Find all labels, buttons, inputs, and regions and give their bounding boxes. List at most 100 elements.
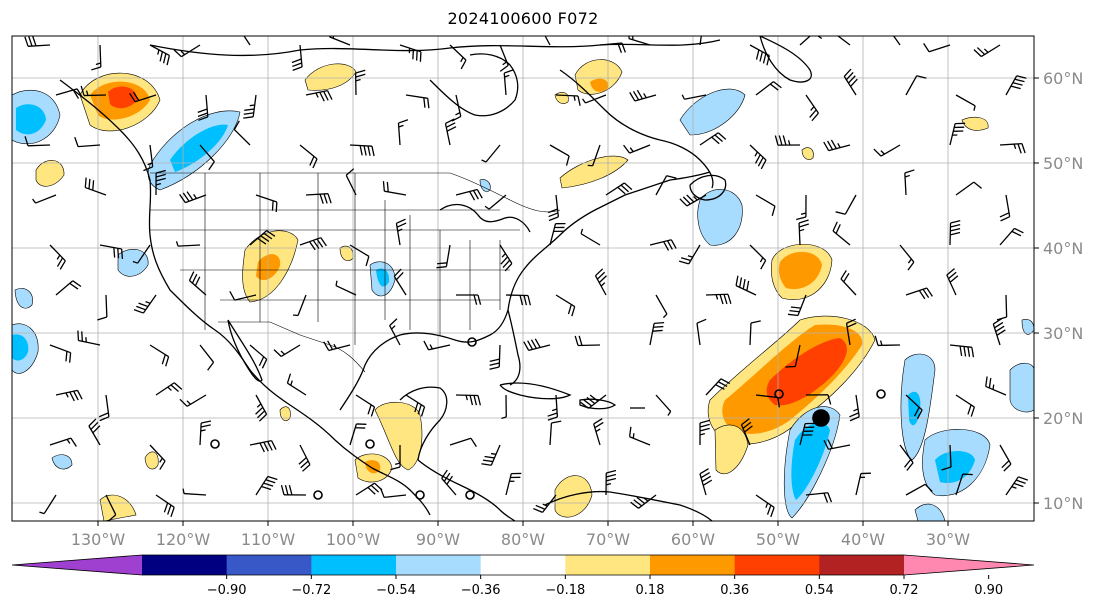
wind-barb	[199, 420, 212, 446]
colorbar-label: 0.36	[720, 583, 749, 598]
wind-barb	[155, 169, 166, 196]
wind-barb	[973, 44, 1001, 58]
colorbar-segment	[311, 555, 397, 575]
colorbar-segment	[226, 555, 312, 575]
wind-barb	[587, 144, 601, 167]
wind-barb	[390, 444, 401, 471]
wind-barb	[143, 144, 154, 172]
wind-barb	[946, 268, 959, 296]
wind-barb	[999, 444, 1012, 472]
wind-barb	[149, 344, 170, 367]
wind-barb	[678, 244, 701, 265]
wind-barb	[749, 144, 767, 170]
colorbar-segment	[565, 555, 651, 575]
wind-barb	[24, 36, 51, 47]
wind-barb	[99, 244, 124, 260]
wind-barb	[395, 218, 407, 246]
calm-wind-circle	[415, 490, 425, 500]
wind-barb	[481, 444, 501, 466]
coastline-greenland	[759, 36, 812, 83]
wind-barb	[328, 36, 351, 46]
wind-barb	[129, 91, 157, 103]
wind-barb	[299, 144, 318, 169]
wind-barb	[949, 122, 966, 146]
lon-label: 30°W	[926, 530, 970, 549]
wind-barb	[255, 194, 278, 213]
coastline-newfoundland	[689, 174, 727, 201]
wind-barb	[389, 318, 401, 346]
wind-barb	[623, 144, 651, 154]
colorbar: −0.90 −0.72 −0.54 −0.36 −0.18 0.18 0.36 0.54 0.7…	[11, 554, 1035, 598]
wind-barb	[923, 42, 951, 53]
wind-barb	[249, 439, 277, 453]
wind-barb	[179, 394, 207, 407]
positive-anomaly-area	[766, 338, 847, 406]
wind-barb	[233, 120, 251, 146]
wind-barb	[787, 294, 807, 317]
colorbar-segment	[650, 555, 736, 575]
colorbar-label: 0.90	[974, 583, 1003, 598]
wind-barb	[175, 241, 201, 247]
lat-label: 60°N	[1043, 69, 1083, 88]
lon-label: 70°W	[586, 530, 630, 549]
lon-label: 80°W	[501, 530, 545, 549]
storm-center-marker	[812, 409, 830, 427]
positive-anomaly-area	[559, 155, 629, 189]
wind-barb	[77, 330, 101, 346]
wind-barb	[88, 418, 101, 446]
positive-anomaly-area	[554, 475, 593, 518]
positive-anomaly-area	[108, 86, 138, 109]
coastline-hudson-bay	[429, 53, 519, 117]
wind-barb	[823, 439, 851, 450]
wind-barb	[97, 294, 108, 321]
coastline-cuba	[499, 382, 572, 400]
wind-barb	[84, 177, 107, 196]
wind-barbs	[24, 36, 1029, 521]
wind-barb	[605, 182, 633, 196]
wind-barb	[949, 344, 975, 358]
wind-barb	[544, 36, 551, 46]
wind-barb	[555, 94, 581, 106]
wind-barb	[133, 294, 157, 314]
wind-barb	[845, 318, 857, 346]
wind-barb	[1005, 476, 1029, 496]
wind-barb	[580, 228, 601, 246]
wind-barb	[399, 44, 422, 62]
negative-anomaly-area	[914, 503, 946, 521]
wind-barb	[405, 394, 426, 417]
wind-barb	[255, 394, 268, 422]
wind-barb	[805, 94, 819, 122]
calm-wind-circle	[465, 490, 475, 500]
wind-barb	[593, 418, 604, 446]
wind-barb	[24, 136, 51, 147]
wind-barb	[1005, 75, 1027, 96]
wind-barb	[996, 294, 1008, 321]
wind-barb	[699, 36, 702, 46]
wind-barb	[580, 394, 607, 409]
wind-barb	[874, 335, 901, 347]
lon-label: 90°W	[416, 530, 460, 549]
calm-wind-circle	[774, 389, 784, 399]
negative-anomaly-area	[170, 124, 228, 172]
coastline-arctic	[149, 39, 721, 57]
wind-barb	[345, 168, 357, 196]
colorbar-label: −0.36	[461, 583, 501, 598]
wind-barb	[629, 89, 657, 102]
wind-barb	[455, 294, 482, 305]
colorbar-label: 0.54	[805, 583, 834, 598]
calm-wind-circle	[467, 337, 477, 347]
wind-barb	[149, 444, 166, 470]
wind-barb	[785, 344, 801, 368]
wind-barb	[291, 44, 303, 71]
colorbar-outline	[11, 554, 1035, 576]
wind-barb	[905, 483, 933, 496]
wind-barb	[335, 280, 357, 296]
colorbar-segment	[480, 555, 566, 575]
lon-label: 130°W	[71, 530, 126, 549]
wind-barb	[280, 484, 307, 496]
wind-barb	[298, 444, 311, 472]
wind-barb	[397, 119, 409, 146]
wind-barb	[173, 44, 201, 58]
border-us-mexico	[218, 321, 366, 373]
lon-label: 40°W	[841, 530, 885, 549]
